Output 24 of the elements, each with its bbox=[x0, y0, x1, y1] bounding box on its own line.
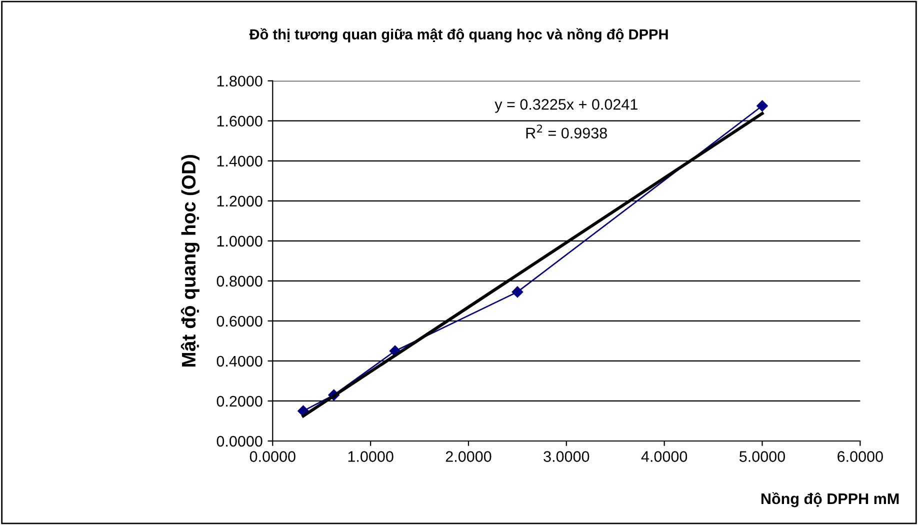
x-tick-label: 5.0000 bbox=[739, 451, 786, 462]
x-axis-title: Nồng độ DPPH mM bbox=[761, 492, 899, 508]
y-tick-label: 1.8000 bbox=[217, 76, 262, 87]
y-tick-label: 0.0000 bbox=[216, 436, 262, 447]
y-tick-label: 1.2000 bbox=[217, 196, 262, 207]
x-tick-label: 2.0000 bbox=[446, 451, 492, 462]
annotation: y = 0.3225x + 0.0241 bbox=[494, 98, 638, 113]
x-tick-label: 6.0000 bbox=[838, 451, 883, 462]
y-tick-label: 1.6000 bbox=[217, 116, 262, 127]
y-tick-label: 1.0000 bbox=[217, 236, 262, 247]
chart-title: Đồ thị tương quan giữa mật độ quang học và nồng độ DPPH bbox=[249, 28, 668, 42]
annotation: R$^{2}$ = 0.9938 bbox=[526, 124, 607, 139]
y-tick-label: 1.4000 bbox=[217, 156, 262, 167]
x-tick-label: 1.0000 bbox=[348, 451, 394, 462]
x-tick-label: 0.0000 bbox=[250, 451, 296, 462]
point bbox=[756, 100, 768, 112]
y-axis-title: Mật độ quang học (OD) bbox=[180, 154, 200, 367]
x-tick-label: 3.0000 bbox=[544, 451, 590, 462]
point bbox=[512, 286, 524, 298]
y-tick-label: 0.8000 bbox=[216, 276, 262, 287]
y-tick-label: 0.2000 bbox=[216, 396, 262, 407]
x-tick-label: 4.0000 bbox=[641, 451, 688, 462]
y-tick-label: 0.4000 bbox=[216, 356, 262, 367]
y-tick-label: 0.6000 bbox=[216, 316, 262, 327]
